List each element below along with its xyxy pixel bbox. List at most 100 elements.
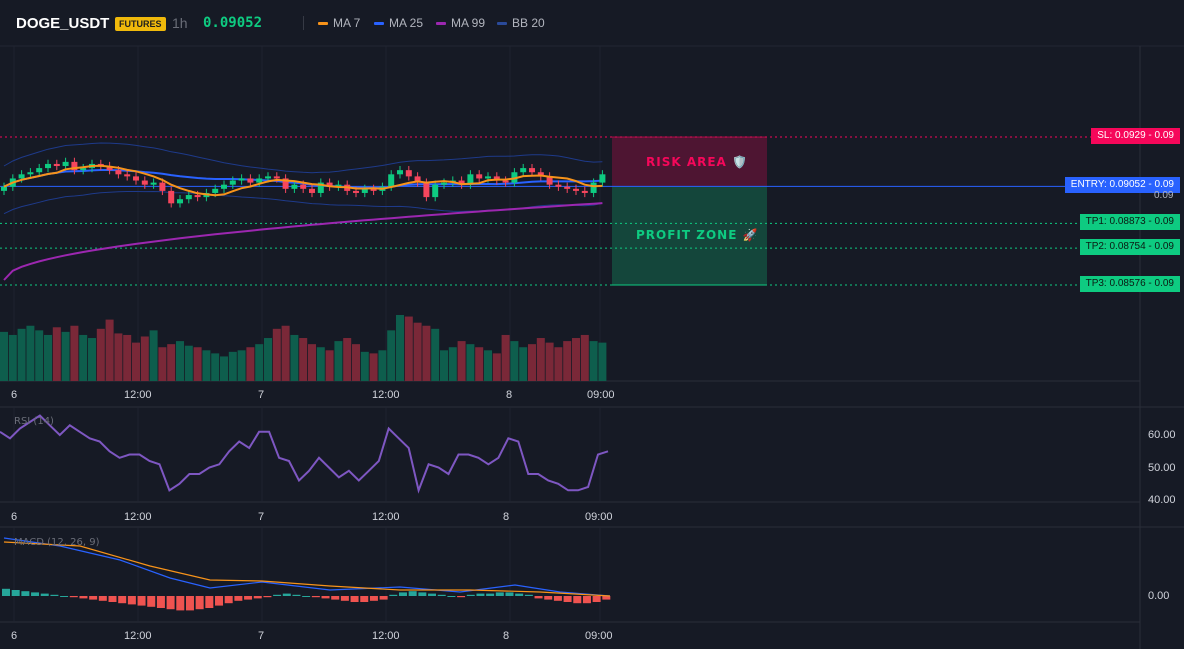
macd-histogram-bar [563,596,572,602]
main-time-tick: 6 [11,389,18,401]
volume-bar [44,334,52,381]
volume-bar [246,347,255,381]
volume-bar [114,333,123,381]
volume-bar [589,341,598,381]
macd-histogram-bar [156,596,165,608]
volume-bar [422,325,431,381]
legend-ma99[interactable]: MA 99 [436,16,485,30]
candle-body [546,176,553,185]
timeframe-label[interactable]: 1h [172,15,188,31]
candle-body [361,188,368,193]
volume-bar [316,347,325,381]
macd-histogram-bar [302,596,311,597]
legend-ma25[interactable]: MA 25 [374,16,423,30]
volume-bar [52,327,61,381]
macd-histogram-bar [98,596,107,601]
candle-body [212,188,219,193]
candle-body [106,166,113,171]
volume-bar [598,342,607,381]
macd-histogram-bar [505,592,514,596]
risk-area-zone [612,137,767,187]
candle-body [485,176,491,179]
volume-bar [105,319,114,381]
macd-histogram-bar [185,596,194,611]
volume-bar [536,338,545,381]
macd-histogram-bar [253,596,262,599]
legend-ma7[interactable]: MA 7 [318,16,360,30]
candle-body [326,182,333,187]
macd-histogram-bar [147,596,156,607]
candle-body [115,170,122,175]
macd-histogram-bar [350,596,359,602]
macd-histogram-bar [282,593,291,596]
volume-bar [193,347,202,381]
rsi-time-tick: 12:00 [124,511,152,523]
candle-body [291,184,298,189]
header-divider [303,16,304,30]
volume-bar [158,347,167,381]
volume-bar [35,330,44,381]
candle-body [405,170,412,177]
candle-body [185,195,192,200]
volume-bar [325,350,334,381]
ma7-line [3,164,603,197]
candle-body [309,188,315,193]
volume-bar [26,325,35,381]
volume-bar [457,341,466,381]
volume-bar [404,316,413,381]
candle-body [27,172,34,175]
legend-bb20[interactable]: BB 20 [497,16,545,30]
macd-histogram-bar [118,596,127,604]
macd-histogram-bar [224,596,233,604]
volume-bar [255,344,264,381]
macd-line [3,537,611,597]
macd-histogram-bar [486,593,495,596]
candle-body [590,182,597,193]
macd-time-tick: 12:00 [124,630,152,642]
macd-histogram-bar [137,596,146,606]
candle-body [573,188,579,191]
macd-time-tick: 8 [503,630,510,642]
candle-body [282,178,289,189]
volume-bar [264,338,272,381]
legend-bb20-swatch [497,21,507,25]
rsi-title: RSI (14) [14,416,54,427]
macd-histogram-bar [389,594,398,596]
candle-body [18,174,25,179]
macd-histogram-bar [69,596,78,598]
volume-bar [448,347,457,381]
main-time-tick: 09:00 [587,389,615,401]
rsi-time-tick: 12:00 [372,511,400,523]
candle-body [194,195,201,198]
macd-histogram-bar [263,596,272,598]
volume-bar [563,341,572,381]
candle-body [537,172,544,177]
macd-histogram-bar [398,592,407,596]
volume-bar [149,330,158,381]
macd-histogram-bar [457,596,466,598]
volume-bar [272,328,281,381]
macd-histogram-bar [11,590,20,596]
legend-ma99-label: MA 99 [451,16,486,30]
volume-bar [413,322,422,381]
macd-histogram-bar [369,596,378,601]
volume-bar [475,347,484,381]
macd-histogram-bar [40,593,49,596]
macd-histogram-bar [418,592,427,596]
macd-histogram-bar [195,596,204,610]
macd-histogram-bar [2,588,10,596]
candle-body [247,178,254,183]
volume-bar [387,330,396,381]
macd-histogram-bar [360,596,369,602]
volume-bar [369,353,378,381]
volume-bar [281,325,290,381]
macd-histogram-bar [447,596,456,597]
symbol-title[interactable]: DOGE_USDT [16,15,110,32]
volume-bar [167,344,176,381]
candle-body [432,184,439,198]
rsi-time-tick: 6 [11,511,18,523]
macd-histogram-bar [476,593,485,596]
volume-bar [184,345,193,381]
volume-bar [343,338,352,381]
